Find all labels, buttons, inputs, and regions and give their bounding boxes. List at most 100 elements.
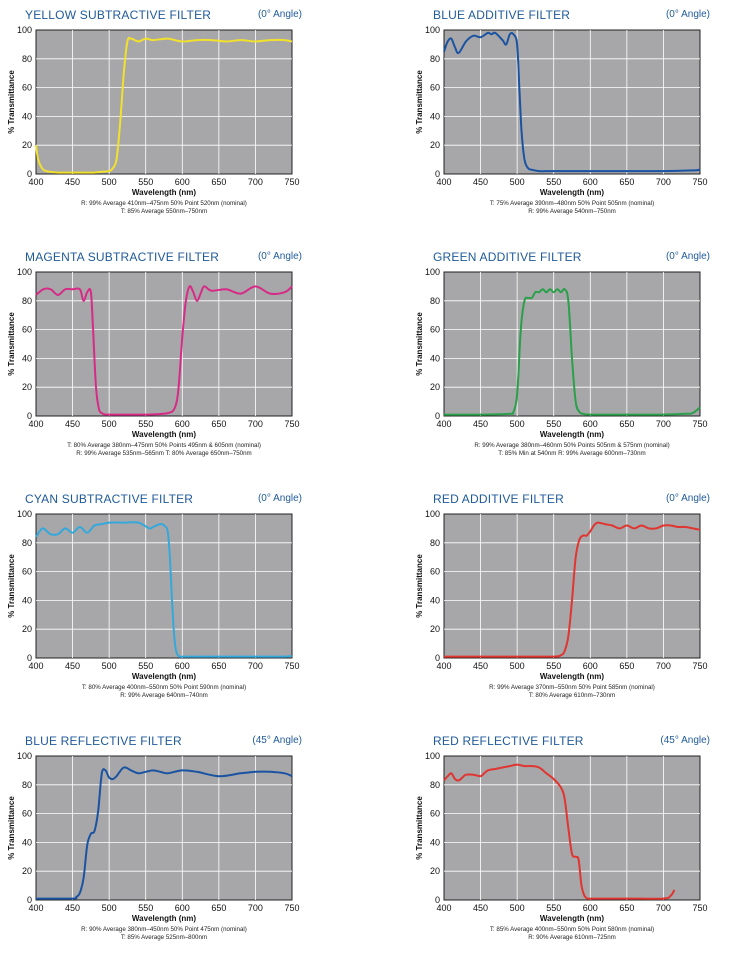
x-axis-title: Wavelength (nm) [132, 430, 196, 439]
spec-note: R: 99% Average 370nm–550nm 50% Point 585… [489, 684, 655, 691]
y-tick-label: 60 [22, 325, 32, 335]
chart-angle-label: (0° Angle) [665, 493, 710, 504]
x-tick-label: 600 [175, 177, 190, 187]
x-tick-label: 750 [284, 903, 299, 913]
x-tick-label: 700 [656, 903, 671, 913]
transmittance-curve [443, 287, 701, 416]
y-tick-label: 0 [27, 653, 32, 663]
transmittance-curve [35, 766, 293, 900]
y-tick-label: 60 [22, 809, 32, 819]
y-tick-label: 0 [27, 411, 32, 421]
spec-note: R: 99% Average 535nm–565nm T: 80% Averag… [76, 450, 252, 457]
chart-title: CYAN SUBTRACTIVE FILTER [25, 492, 194, 506]
y-tick-label: 40 [430, 595, 440, 605]
y-tick-label: 100 [17, 751, 32, 761]
chart-svg: 400 450 500 550 600 650 700 750 0 20 40 60 80 100 Wave… [415, 751, 708, 923]
x-tick-label: 450 [65, 177, 80, 187]
x-tick-label: 750 [284, 177, 299, 187]
y-tick-label: 80 [430, 296, 440, 306]
spec-note: T: 85% Average 525nm–800nm [120, 934, 208, 941]
y-tick-label: 40 [22, 837, 32, 847]
x-tick-label: 700 [248, 177, 263, 187]
x-tick-label: 450 [473, 661, 488, 671]
x-tick-label: 650 [619, 661, 634, 671]
transmittance-curve [443, 763, 676, 900]
spec-note: T: 85% Average 550nm–750nm [120, 208, 208, 215]
plot-area [443, 755, 701, 901]
y-axis-title: % Transmittance [415, 70, 424, 134]
x-tick-label: 400 [28, 903, 43, 913]
chart-svg: 400 450 500 550 600 650 700 750 0 20 40 60 80 100 Wave… [7, 751, 300, 923]
x-tick-label: 650 [211, 177, 226, 187]
y-tick-label: 100 [425, 267, 440, 277]
x-tick-label: 400 [28, 419, 43, 429]
transmittance-curve [35, 36, 293, 174]
y-tick-label: 100 [425, 751, 440, 761]
x-tick-label: 500 [510, 661, 525, 671]
x-tick-label: 750 [284, 419, 299, 429]
plot-area [443, 513, 701, 659]
y-tick-label: 80 [22, 538, 32, 548]
x-tick-label: 700 [656, 177, 671, 187]
chart-angle-label: (0° Angle) [665, 9, 710, 20]
x-axis-title: Wavelength (nm) [540, 188, 604, 197]
x-tick-label: 750 [692, 177, 707, 187]
y-tick-label: 80 [22, 296, 32, 306]
y-tick-label: 80 [22, 54, 32, 64]
transmittance-curve [443, 521, 701, 658]
y-tick-label: 40 [22, 111, 32, 121]
chart-panel: GREEN ADDITIVE FILTER (0° Angle) 400 450 500… [415, 250, 736, 480]
x-tick-label: 550 [546, 419, 561, 429]
x-tick-label: 550 [138, 903, 153, 913]
y-tick-label: 100 [425, 25, 440, 35]
chart-title: RED REFLECTIVE FILTER [433, 734, 584, 748]
transmittance-curve [35, 285, 293, 416]
chart-panel: RED ADDITIVE FILTER (0° Angle) 400 450 500 55… [415, 492, 736, 722]
x-tick-label: 550 [546, 177, 561, 187]
y-tick-label: 80 [430, 538, 440, 548]
chart-panel: RED REFLECTIVE FILTER (45° Angle) 400 450 50… [415, 734, 736, 964]
x-tick-label: 550 [138, 419, 153, 429]
spec-note: T: 75% Average 390nm–480nm 50% Point 505… [489, 200, 655, 207]
x-tick-label: 700 [656, 419, 671, 429]
y-axis-title: % Transmittance [7, 554, 16, 618]
chart-title: YELLOW SUBTRACTIVE FILTER [25, 8, 212, 22]
x-axis-title: Wavelength (nm) [132, 188, 196, 197]
x-tick-label: 600 [583, 177, 598, 187]
x-tick-label: 550 [546, 661, 561, 671]
y-tick-label: 0 [27, 895, 32, 905]
spec-note: T: 80% Average 610nm–730nm [528, 692, 616, 699]
y-tick-label: 60 [22, 567, 32, 577]
x-axis-title: Wavelength (nm) [132, 672, 196, 681]
x-tick-label: 500 [102, 177, 117, 187]
chart-panel: BLUE ADDITIVE FILTER (0° Angle) 400 450 500 5… [415, 8, 736, 238]
y-tick-label: 40 [22, 353, 32, 363]
y-tick-label: 60 [430, 809, 440, 819]
plot-area [443, 29, 701, 175]
y-tick-label: 20 [430, 624, 440, 634]
chart-title: MAGENTA SUBTRACTIVE FILTER [25, 250, 220, 264]
y-tick-label: 80 [22, 780, 32, 790]
y-tick-label: 0 [435, 169, 440, 179]
y-tick-label: 40 [22, 595, 32, 605]
x-tick-label: 400 [436, 419, 451, 429]
chart-title: GREEN ADDITIVE FILTER [433, 250, 582, 264]
x-tick-label: 600 [583, 903, 598, 913]
y-axis-title: % Transmittance [7, 312, 16, 376]
x-tick-label: 550 [546, 903, 561, 913]
x-tick-label: 750 [692, 903, 707, 913]
x-tick-label: 650 [619, 903, 634, 913]
y-tick-label: 100 [17, 509, 32, 519]
x-tick-label: 650 [211, 903, 226, 913]
chart-title: RED ADDITIVE FILTER [433, 492, 564, 506]
y-tick-label: 0 [435, 653, 440, 663]
x-tick-label: 400 [28, 177, 43, 187]
x-tick-label: 650 [619, 177, 634, 187]
y-axis-title: % Transmittance [415, 312, 424, 376]
x-tick-label: 500 [102, 903, 117, 913]
x-tick-label: 650 [211, 661, 226, 671]
x-tick-label: 550 [138, 661, 153, 671]
chart-svg: 400 450 500 550 600 650 700 750 0 20 40 60 80 100 Wave… [7, 25, 300, 197]
y-tick-label: 60 [430, 567, 440, 577]
x-tick-label: 650 [619, 419, 634, 429]
